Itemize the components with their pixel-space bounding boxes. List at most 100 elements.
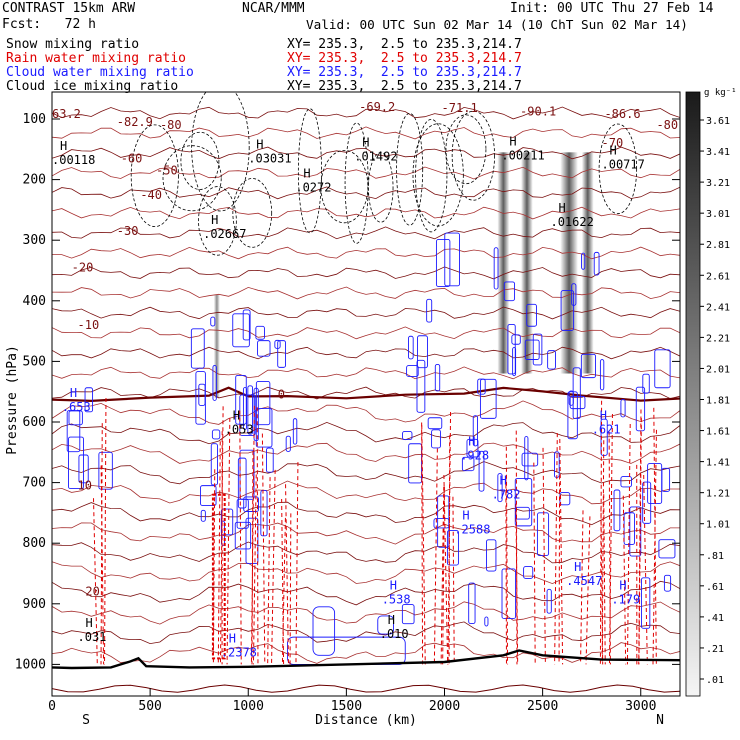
maximum-marker: H bbox=[610, 143, 617, 157]
cloud-water-contour bbox=[526, 303, 537, 327]
temperature-contour bbox=[52, 561, 680, 585]
temperature-label: -10 bbox=[78, 318, 100, 332]
rain-contour bbox=[226, 417, 231, 665]
colorbar-strip bbox=[685, 91, 701, 697]
cloud-water-contour bbox=[211, 429, 221, 440]
y-axis-label: Pressure (hPa) bbox=[5, 345, 20, 455]
rain-contour bbox=[448, 435, 451, 665]
cloud-water-contour bbox=[523, 566, 534, 579]
rain-contour bbox=[533, 462, 536, 665]
cloud-water-contour bbox=[260, 490, 268, 537]
maximum-label: .031 bbox=[78, 630, 107, 644]
cloud-water-contour bbox=[654, 349, 671, 389]
colorbar-tick-label: .61 bbox=[706, 582, 724, 593]
rain-contour bbox=[601, 440, 605, 665]
cloud-water-contour bbox=[493, 247, 499, 290]
maximum-marker: H bbox=[600, 408, 607, 422]
cloud-water-contour bbox=[524, 339, 540, 360]
rain-contour bbox=[505, 446, 509, 665]
cloud-water-contour bbox=[663, 574, 672, 592]
maximum-marker: H bbox=[70, 386, 77, 400]
cloud-ice-column bbox=[521, 152, 533, 374]
cloud-water-contour bbox=[195, 371, 206, 425]
y-tick-label: 300 bbox=[23, 233, 46, 248]
rain-contour bbox=[271, 469, 276, 665]
temperature-contour bbox=[52, 266, 680, 280]
cloud-ice-column bbox=[581, 152, 594, 374]
x-tick-label: 2500 bbox=[527, 699, 558, 714]
colorbar-tick-label: .01 bbox=[706, 675, 724, 686]
cloud-ice-column bbox=[560, 152, 578, 374]
colorbar-tick-label: 1.81 bbox=[706, 396, 730, 407]
colorbar-tick-label: 1.01 bbox=[706, 520, 730, 531]
maximum-marker: H bbox=[468, 434, 475, 448]
cloud-water-contour bbox=[243, 496, 259, 512]
cloud-water-contour bbox=[536, 512, 550, 556]
cloud-water-contour bbox=[200, 485, 217, 506]
temperature-contour bbox=[52, 501, 680, 526]
cloud-water-contour bbox=[292, 418, 298, 445]
rain-contour bbox=[600, 507, 604, 665]
temperature-contour bbox=[52, 580, 680, 606]
cloud-water-contour bbox=[661, 467, 671, 492]
rain-contour bbox=[558, 475, 561, 665]
colorbar-tick-label: 3.61 bbox=[706, 116, 730, 127]
cloud-water-contour bbox=[642, 481, 652, 524]
maximum-marker: H bbox=[462, 508, 469, 522]
cloud-water-contour bbox=[478, 450, 485, 492]
cloud-water-contour bbox=[210, 316, 216, 327]
legend-rain: Rain water mixing ratio bbox=[6, 51, 187, 66]
min-temperature-label: -86.6 bbox=[604, 107, 640, 121]
x-end-label-south: S bbox=[82, 713, 90, 728]
snow-contour bbox=[198, 186, 237, 256]
temperature-contour bbox=[52, 306, 680, 320]
cloud-water-contour bbox=[434, 363, 441, 392]
cloud-water-contour bbox=[406, 365, 419, 377]
rain-contour bbox=[219, 406, 224, 665]
temperature-label: 20 bbox=[85, 585, 99, 599]
rain-contour bbox=[211, 493, 226, 660]
maximum-marker: H bbox=[256, 137, 263, 151]
rain-contour bbox=[542, 447, 546, 665]
cloud-water-contour bbox=[408, 335, 414, 360]
maximum-marker: H bbox=[86, 616, 93, 630]
cloud-water-contour bbox=[484, 616, 489, 627]
maximum-marker: H bbox=[229, 631, 236, 645]
rain-contour bbox=[443, 474, 449, 665]
rain-contour bbox=[256, 407, 259, 665]
maximum-label: .538 bbox=[382, 593, 411, 607]
rain-contour bbox=[608, 431, 611, 665]
cloud-water-contour bbox=[84, 387, 94, 413]
snow-contour bbox=[368, 152, 394, 223]
cloud-water-contour bbox=[511, 334, 521, 345]
maximum-marker: H bbox=[362, 136, 369, 150]
temperature-label: 0 bbox=[278, 388, 285, 402]
rain-contour bbox=[251, 451, 254, 665]
y-tick-label: 700 bbox=[23, 476, 46, 491]
cloud-ice-column bbox=[497, 152, 510, 374]
snow-contour bbox=[344, 122, 369, 244]
rain-contour bbox=[643, 474, 648, 665]
colorbar-tick-label: 1.41 bbox=[706, 458, 730, 469]
model-title: CONTRAST 15km ARW bbox=[2, 1, 136, 16]
y-tick-label: 1000 bbox=[15, 657, 46, 672]
cloud-water-contour bbox=[255, 408, 273, 448]
rain-contour bbox=[261, 433, 266, 665]
legend-rain-xy: XY= 235.3, 2.5 to 235.3,214.7 bbox=[287, 51, 522, 66]
rain-contour bbox=[505, 477, 507, 665]
temperature-label: -70 bbox=[602, 136, 624, 150]
cloud-water-contour bbox=[247, 385, 253, 435]
cloud-water-contour bbox=[642, 373, 650, 394]
colorbar-tick-label: 3.41 bbox=[706, 147, 730, 158]
colorbar-tick-label: 2.81 bbox=[706, 240, 730, 251]
rain-contour bbox=[447, 412, 452, 665]
maximum-marker: H bbox=[388, 613, 395, 627]
snow-contour bbox=[232, 178, 273, 248]
cloud-water-contour bbox=[472, 415, 478, 447]
maximum-marker: H bbox=[390, 579, 397, 593]
cloud-water-contour bbox=[641, 577, 651, 629]
rain-contour bbox=[252, 474, 257, 665]
x-tick-label: 3000 bbox=[625, 699, 656, 714]
y-tick-label: 100 bbox=[23, 112, 46, 127]
rain-contour bbox=[515, 430, 518, 665]
